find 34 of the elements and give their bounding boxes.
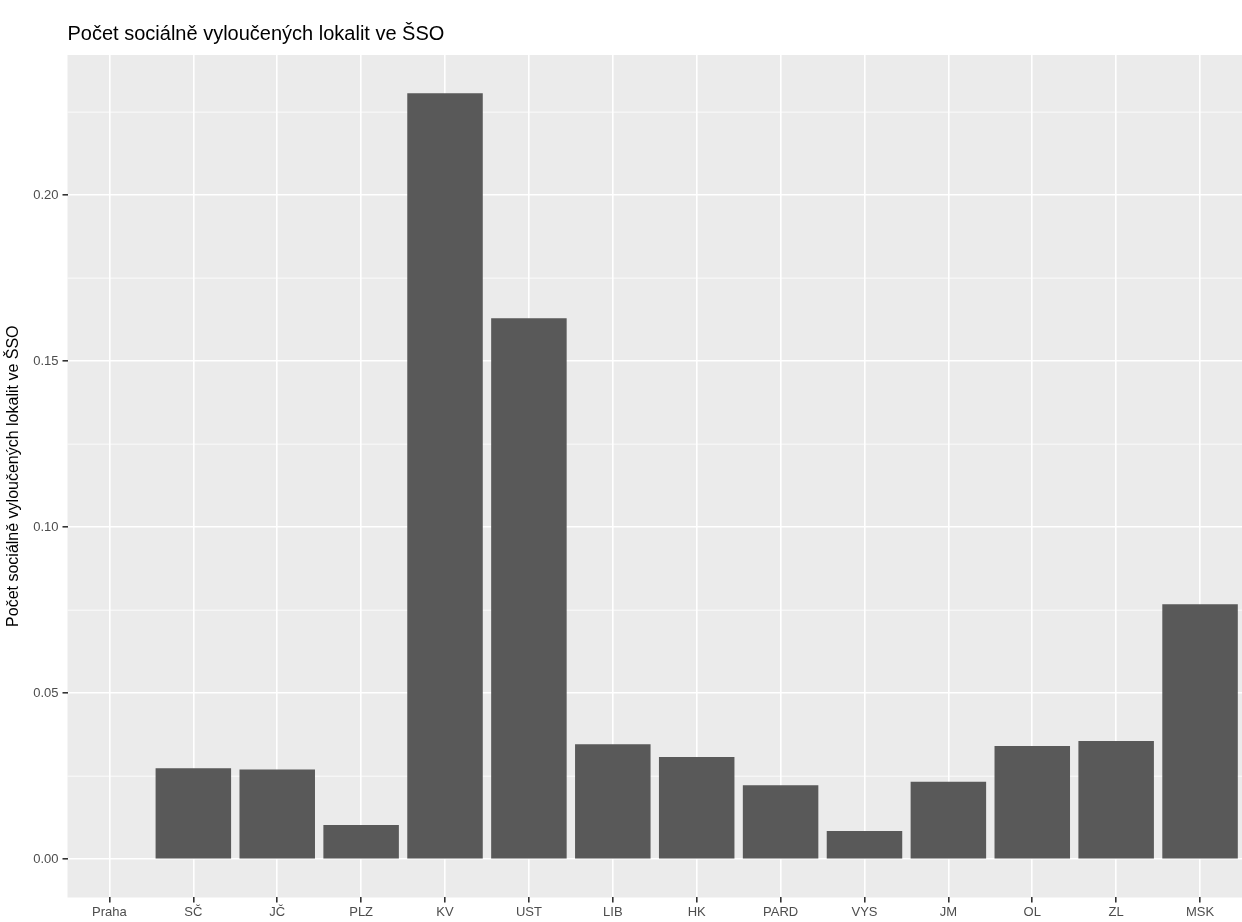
bar — [155, 768, 232, 859]
chart-title: Počet sociálně vyloučených lokalit ve ŠSO — [67, 22, 445, 44]
bar — [239, 769, 315, 859]
x-tick-label: UST — [515, 903, 542, 919]
bar — [994, 745, 1071, 859]
bar — [1078, 741, 1154, 859]
x-tick-label: PLZ — [349, 903, 374, 919]
x-tick-label: PARD — [763, 903, 799, 919]
y-tick-label: 0.20 — [33, 186, 59, 202]
x-tick-label: JM — [939, 903, 958, 919]
x-tick-label: LIB — [603, 903, 623, 919]
x-tick-label: JČ — [269, 903, 286, 919]
bar — [491, 318, 567, 859]
y-tick-label: 0.15 — [33, 352, 59, 368]
bar — [323, 825, 399, 859]
y-tick-label: 0.05 — [33, 684, 59, 700]
y-tick-label: 0.10 — [33, 518, 59, 534]
x-tick-label: MSK — [1185, 903, 1215, 919]
bar — [407, 93, 483, 859]
x-tick-label: Praha — [92, 903, 128, 919]
bar — [910, 781, 987, 859]
x-tick-label: KV — [436, 903, 455, 919]
bar — [575, 744, 651, 859]
bar — [742, 785, 819, 859]
x-tick-label: ZL — [1108, 903, 1124, 919]
x-tick-label: OL — [1023, 903, 1041, 919]
x-tick-label: HK — [687, 903, 707, 919]
bar — [658, 756, 735, 859]
bar — [826, 830, 903, 859]
bar — [1162, 604, 1238, 859]
y-axis-title: Počet sociálně vyloučených lokalit ve ŠSO — [3, 325, 22, 627]
y-tick-label: 0.00 — [33, 850, 59, 866]
x-tick-label: SČ — [184, 903, 203, 919]
x-tick-label: VYS — [851, 903, 878, 919]
